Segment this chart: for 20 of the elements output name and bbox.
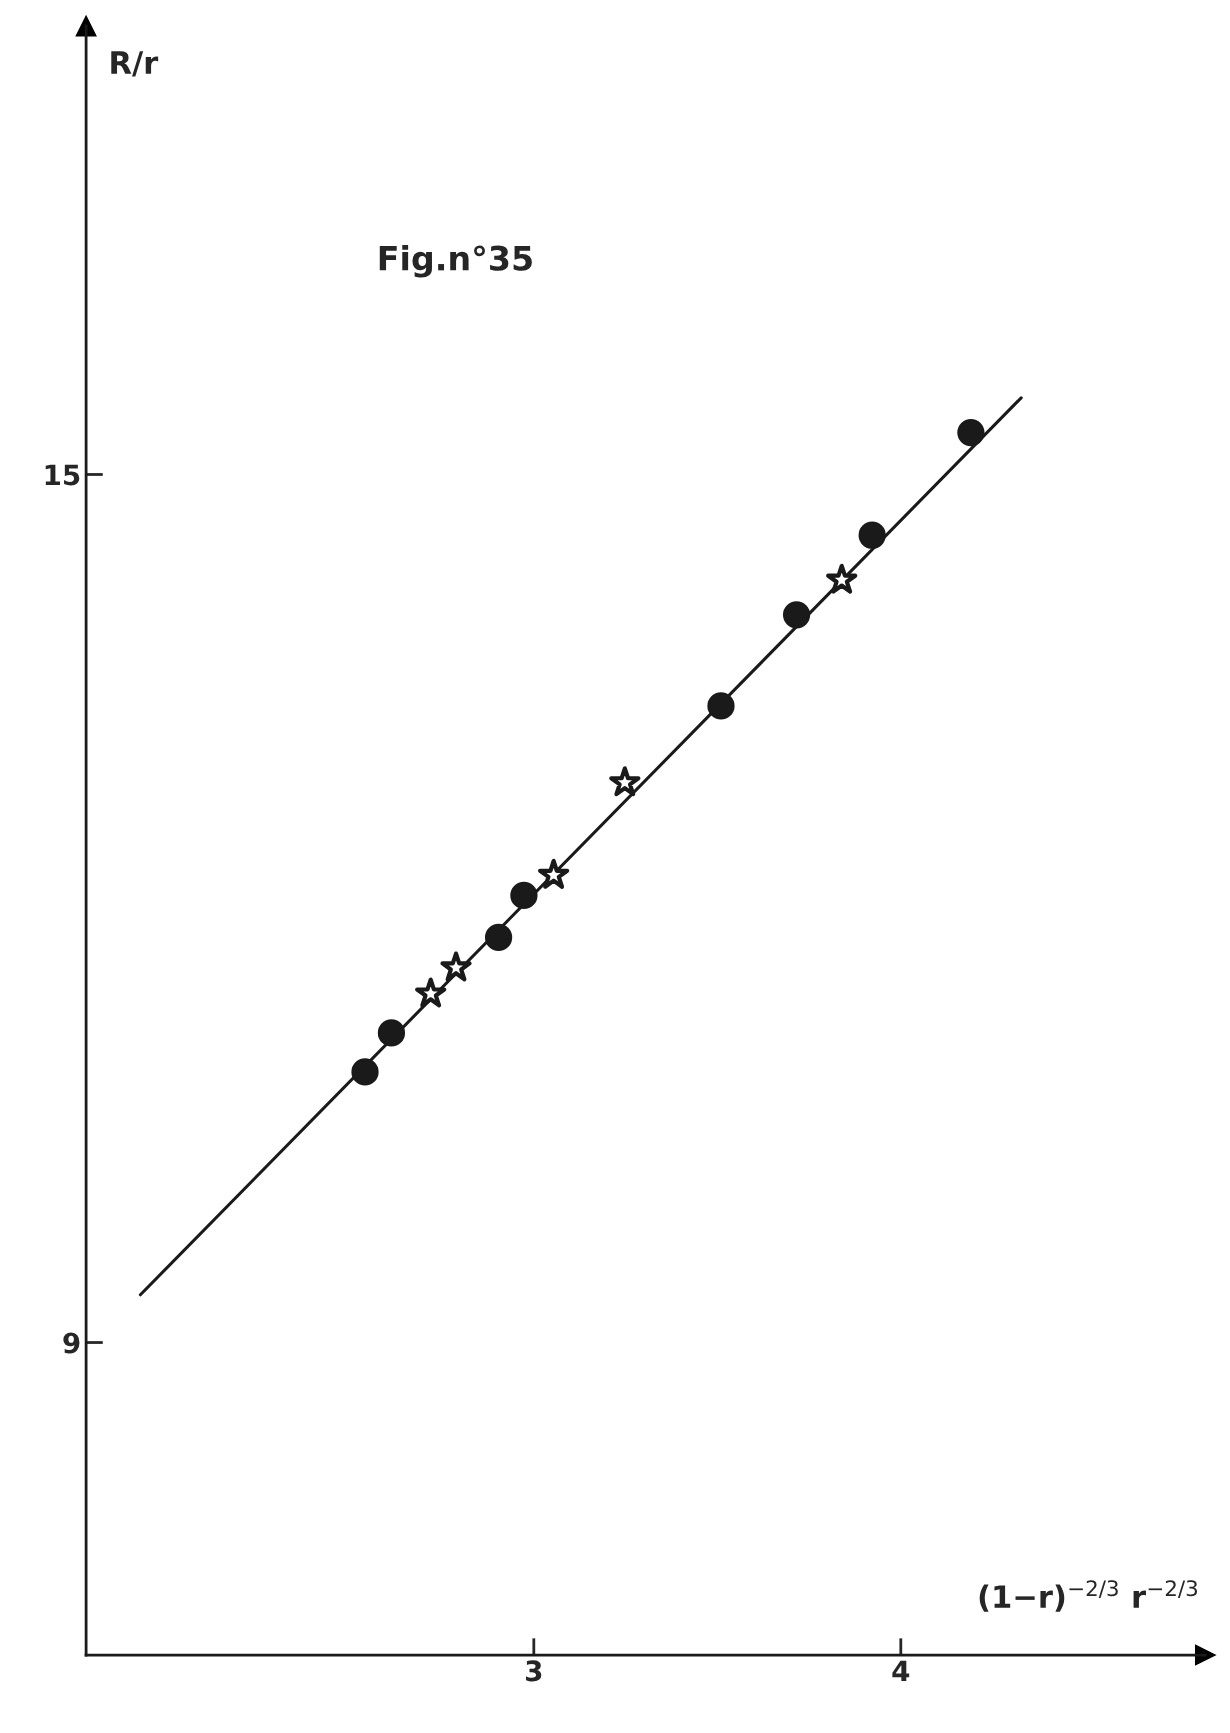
- point: [351, 1058, 379, 1086]
- point: [377, 1019, 406, 1047]
- y-tick-label: 9: [63, 1332, 80, 1354]
- x-tick-label: 4: [892, 1660, 910, 1681]
- point: [826, 563, 858, 594]
- point: [510, 881, 538, 910]
- point: [782, 601, 811, 629]
- y-axis-title: R/r: [111, 51, 159, 77]
- point: [707, 692, 735, 720]
- point: [957, 418, 985, 447]
- x-tick-label: 3: [526, 1660, 542, 1682]
- text: Fig.n°35: [379, 245, 532, 278]
- point: [609, 766, 641, 797]
- point: [440, 951, 472, 982]
- point: [858, 521, 886, 549]
- x-axis-title: (1−r)$^{−2/3}$ r$^{−2/3}$: [979, 1580, 1198, 1612]
- point: [484, 923, 513, 952]
- point: [415, 977, 447, 1008]
- y-tick-label: 15: [45, 464, 80, 486]
- point: [538, 858, 570, 889]
